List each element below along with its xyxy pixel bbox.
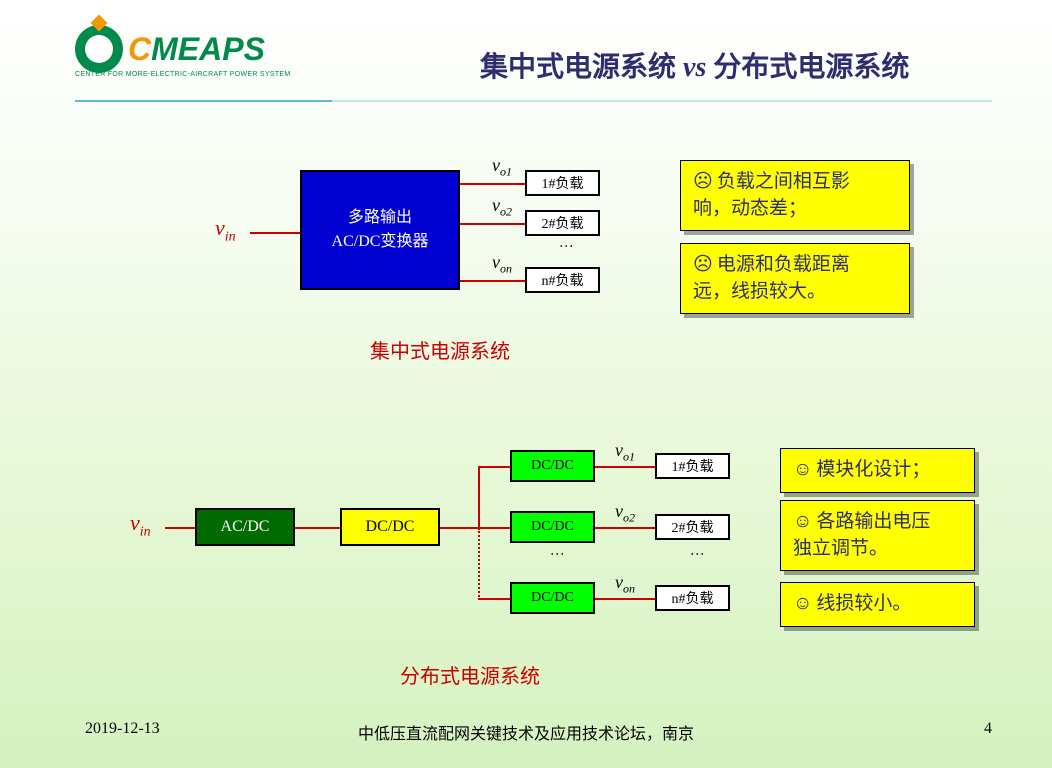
vo2-top: vo2	[492, 195, 512, 220]
ellipsis-icon: ⋮	[688, 547, 704, 561]
wire	[460, 223, 525, 225]
pro-note-1: ☺模块化设计；	[780, 448, 975, 493]
acdc-converter-block: 多路输出AC/DC变换器	[300, 170, 460, 290]
wire	[440, 527, 480, 529]
wire	[478, 598, 510, 600]
wire	[460, 183, 525, 185]
load-1-top: 1#负载	[525, 170, 600, 196]
caption-centralized: 集中式电源系统	[370, 335, 510, 364]
page-title: 集中式电源系统 vs 分布式电源系统	[480, 45, 909, 85]
wire	[478, 466, 480, 528]
header-divider	[75, 100, 992, 102]
load-1-bot: 1#负载	[655, 453, 730, 479]
pro-note-3: ☺线损较小。	[780, 582, 975, 627]
wire	[595, 598, 655, 600]
con-note-2: ☹电源和负载距离 远，线损较大。	[680, 243, 910, 314]
con-note-1: ☹负载之间相互影 响，动态差；	[680, 160, 910, 231]
von-bot: von	[615, 572, 635, 597]
dcdc-2-block: DC/DC	[510, 511, 595, 543]
vo1-top: vo1	[492, 155, 512, 180]
dcdc-n-block: DC/DC	[510, 582, 595, 614]
load-2-bot: 2#负载	[655, 514, 730, 540]
wire	[478, 527, 510, 529]
wire	[595, 527, 655, 529]
smile-icon: ☺	[793, 511, 812, 532]
wire	[165, 527, 195, 529]
vin-bot: vin	[130, 510, 151, 540]
von-top: von	[492, 252, 512, 277]
load-n-bot: n#负载	[655, 585, 730, 611]
load-2-top: 2#负载	[525, 210, 600, 236]
smile-icon: ☺	[793, 593, 812, 614]
ellipsis-icon: ⋮	[548, 547, 564, 561]
footer-title: 中低压直流配网关键技术及应用技术论坛，南京	[0, 720, 1052, 744]
page-number: 4	[984, 720, 992, 738]
vo1-bot: vo1	[615, 440, 635, 465]
dcdc-main-block: DC/DC	[340, 508, 440, 546]
footer: 2019-12-13 中低压直流配网关键技术及应用技术论坛，南京 4	[0, 720, 1052, 750]
vin-top: vin	[215, 215, 236, 245]
wire	[478, 466, 510, 468]
wire	[295, 527, 340, 529]
wire	[595, 466, 655, 468]
wire	[460, 280, 525, 282]
sad-icon: ☹	[693, 254, 713, 275]
logo: CMEAPS CENTER FOR MORE-ELECTRIC-AIRCRAFT…	[75, 25, 345, 78]
pro-note-2: ☺各路输出电压 独立调节。	[780, 500, 975, 571]
acdc-block: AC/DC	[195, 508, 295, 546]
load-n-top: n#负载	[525, 267, 600, 293]
logo-subtitle: CENTER FOR MORE-ELECTRIC-AIRCRAFT POWER …	[75, 71, 345, 78]
vo2-bot: vo2	[615, 501, 635, 526]
sad-icon: ☹	[693, 171, 713, 192]
smile-icon: ☺	[793, 459, 812, 480]
dcdc-1-block: DC/DC	[510, 450, 595, 482]
caption-distributed: 分布式电源系统	[400, 660, 540, 689]
logo-text: CMEAPS	[128, 31, 265, 68]
wire	[250, 232, 300, 234]
ellipsis-icon: ⋮	[557, 239, 573, 253]
wire-dotted	[478, 528, 480, 600]
logo-gear-icon	[75, 25, 123, 73]
